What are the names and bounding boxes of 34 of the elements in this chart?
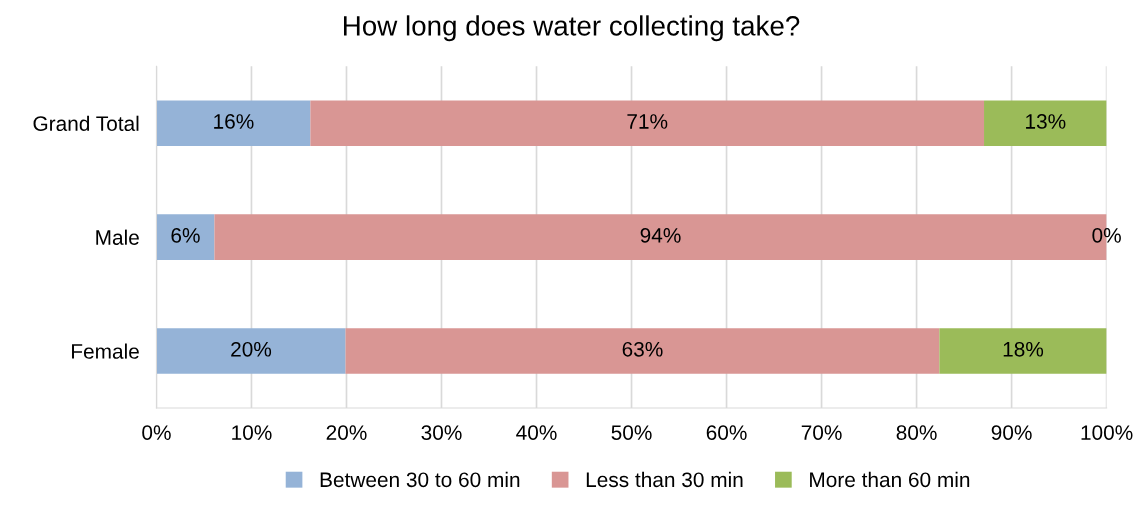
y-tick-label: Female	[72, 343, 139, 359]
y-tick-label: Grand Total	[33, 115, 139, 131]
data-label: 20%	[231, 341, 272, 357]
x-tick-label: 60%	[706, 425, 747, 440]
x-tick-label: 90%	[991, 425, 1032, 440]
x-tick-label: 70%	[801, 425, 842, 440]
data-label: 18%	[1003, 341, 1044, 357]
data-label: 94%	[640, 227, 681, 243]
chart-title: How long does water collecting take?	[344, 15, 800, 42]
bar	[310, 100, 985, 147]
legend-label: More than 60 min	[810, 471, 970, 488]
bar	[345, 328, 940, 374]
x-tick-label: 50%	[611, 425, 652, 440]
bar	[984, 100, 1107, 147]
x-tick-label: 0%	[142, 425, 171, 440]
bar	[939, 328, 1107, 374]
x-tick-label: 20%	[326, 425, 367, 440]
x-tick-label: 10%	[232, 425, 272, 440]
legend-label: Less than 30 min	[586, 471, 743, 488]
legend-label: Between 30 to 60 min	[320, 471, 520, 488]
data-label: 13%	[1026, 114, 1066, 129]
bar	[156, 100, 311, 147]
x-tick-label: 80%	[896, 425, 937, 440]
x-tick-label: 40%	[516, 425, 557, 440]
data-label: 6%	[171, 227, 200, 243]
x-tick-label: 100%	[1081, 425, 1133, 440]
data-label: 71%	[627, 114, 668, 129]
data-label: 16%	[214, 114, 254, 129]
bar	[156, 328, 346, 374]
data-label: 0%	[1092, 227, 1121, 243]
y-tick-label: Male	[96, 229, 139, 245]
x-tick-label: 30%	[421, 425, 462, 440]
data-label: 63%	[622, 341, 663, 357]
bar	[156, 214, 215, 260]
